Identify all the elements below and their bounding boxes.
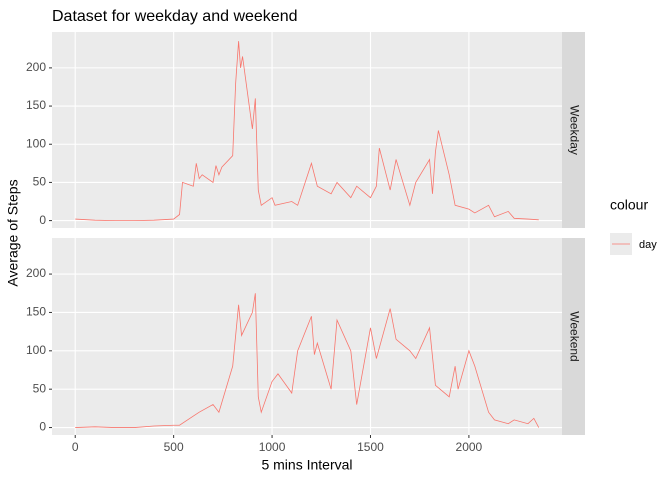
strip (562, 32, 585, 228)
x-tick-label: 0 (72, 440, 79, 454)
y-tick-label: 0 (39, 420, 46, 434)
x-axis-label: 5 mins Interval (261, 457, 352, 473)
y-tick-label: 50 (33, 381, 47, 395)
panel-background (52, 32, 562, 228)
x-tick-label: 1000 (259, 440, 286, 454)
y-tick-label: 200 (26, 60, 46, 74)
y-tick-label: 100 (26, 136, 46, 150)
y-tick-label: 50 (33, 175, 47, 189)
chart-title: Dataset for weekday and weekend (52, 8, 297, 25)
line (75, 293, 540, 428)
y-axis-label: Average of Steps (5, 179, 21, 286)
strip-label: Weekday (567, 105, 581, 155)
panel-background (52, 238, 562, 435)
x-tick-label: 2000 (456, 440, 483, 454)
line (75, 41, 539, 221)
y-tick-label: 200 (26, 266, 46, 280)
strip (562, 238, 585, 435)
y-tick-label: 0 (39, 213, 46, 227)
x-tick-label: 1500 (357, 440, 384, 454)
y-tick-label: 150 (26, 98, 46, 112)
legend-label: day (639, 239, 657, 251)
y-tick-label: 150 (26, 305, 46, 319)
x-tick-label: 500 (164, 440, 184, 454)
strip-label: Weekend (567, 311, 581, 361)
y-tick-label: 100 (26, 343, 46, 357)
legend-title: colour (610, 197, 648, 213)
